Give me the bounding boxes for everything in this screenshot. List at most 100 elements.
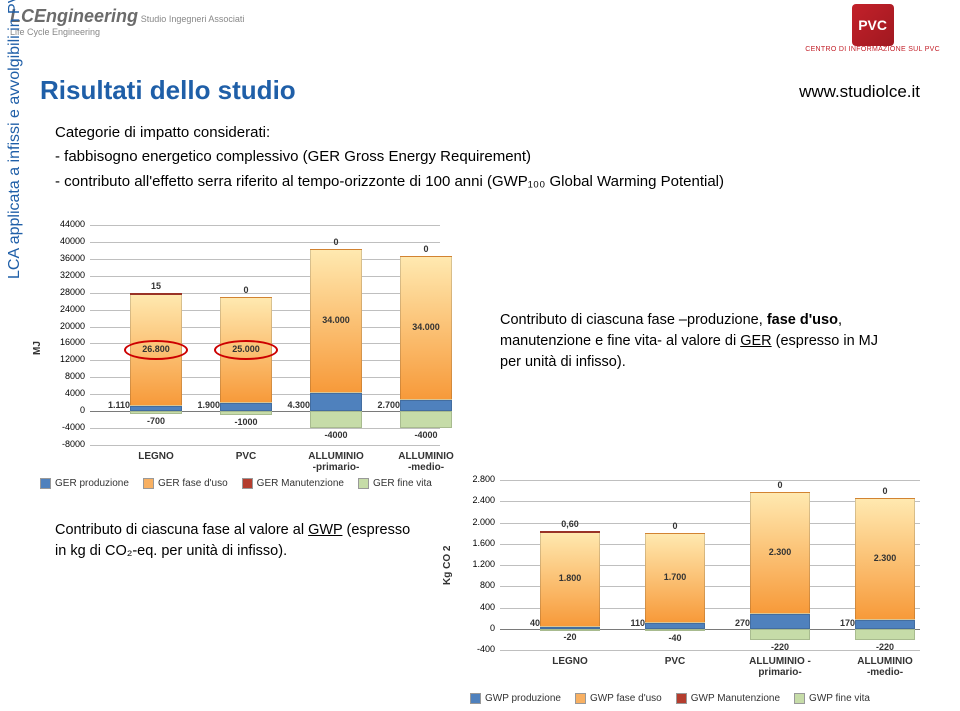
gridline — [90, 259, 440, 260]
bar-seg-fine — [645, 629, 705, 631]
y-tick: -400 — [455, 644, 495, 654]
side-label: LCA applicata a infissi e avvolgibili in… — [6, 0, 24, 290]
legend-item: GWP Manutenzione — [676, 693, 780, 704]
bar-seg-prod — [400, 400, 452, 411]
data-label: 40 — [496, 618, 540, 628]
bar-seg-fine — [540, 629, 600, 631]
legend-item: GER Manutenzione — [242, 478, 344, 489]
gridline — [90, 445, 440, 446]
gwp-chart: -40004008001.2001.6002.0002.4002.800Kg C… — [500, 480, 920, 650]
logo-right-text: CENTRO DI INFORMAZIONE SUL PVC — [805, 46, 940, 53]
data-label: -1000 — [220, 417, 272, 427]
y-tick: 32000 — [45, 270, 85, 280]
legend-item: GWP fine vita — [794, 693, 870, 704]
ger-legend: GER produzione GER fase d'uso GER Manutenz… — [40, 478, 446, 492]
data-label: 0 — [855, 486, 915, 496]
data-label: 0 — [400, 244, 452, 254]
bar-seg-man — [540, 531, 600, 533]
data-label: 0 — [220, 285, 272, 295]
intro-l1: Categorie di impatto considerati: — [55, 121, 875, 144]
legend-swatch — [358, 478, 369, 489]
bar-seg-fine — [310, 411, 362, 428]
bar-seg-fine — [750, 629, 810, 641]
logo-right: PVC CENTRO DI INFORMAZIONE SUL PVC — [805, 4, 940, 53]
bar-seg-fine — [130, 411, 182, 414]
intro-l3: - contributo all'effetto serra riferito … — [55, 170, 875, 193]
legend-swatch — [143, 478, 154, 489]
data-label: 0 — [310, 237, 362, 247]
y-tick: 0 — [45, 405, 85, 415]
bar-seg-man — [130, 293, 182, 295]
legend-swatch — [40, 478, 51, 489]
x-category: PVC — [205, 451, 287, 462]
header: LCEngineering Studio Ingegneri Associati… — [0, 0, 960, 60]
logo-left-sub1: Studio Ingegneri Associati — [141, 14, 245, 24]
y-axis-label: Kg CO 2 — [442, 546, 453, 585]
data-label: 0 — [645, 521, 705, 531]
gridline — [90, 276, 440, 277]
logo-left-big: LCEngineering — [10, 6, 138, 26]
x-category: ALLUMINIO -medio- — [840, 656, 930, 678]
data-label: 270 — [706, 618, 750, 628]
data-label: 1.800 — [540, 573, 600, 583]
gridline — [90, 225, 440, 226]
x-category: ALLUMINIO - primario- — [735, 656, 825, 678]
note-left: Contributo di ciascuna fase al valore al… — [55, 520, 415, 562]
bar-seg-prod — [750, 614, 810, 628]
logo-right-square: PVC — [852, 4, 894, 46]
data-label: 170 — [811, 618, 855, 628]
logo-left: LCEngineering Studio Ingegneri Associati… — [10, 6, 244, 38]
legend-swatch — [575, 693, 586, 704]
data-label: -700 — [130, 416, 182, 426]
legend-label: GWP fase d'uso — [590, 693, 662, 704]
legend-label: GER fase d'uso — [158, 478, 228, 489]
y-tick: 2.400 — [455, 495, 495, 505]
data-label: 1.110 — [86, 400, 130, 410]
bar-seg-prod — [855, 620, 915, 629]
y-tick: 20000 — [45, 321, 85, 331]
y-tick: 2.000 — [455, 517, 495, 527]
data-label: -4000 — [400, 430, 452, 440]
data-label: -220 — [855, 642, 915, 652]
legend-label: GER produzione — [55, 478, 129, 489]
y-tick: 800 — [455, 580, 495, 590]
legend-label: GWP fine vita — [809, 693, 870, 704]
gridline — [90, 428, 440, 429]
bar-seg-prod — [310, 393, 362, 411]
legend-swatch — [794, 693, 805, 704]
page-url: www.studiolce.it — [799, 82, 920, 102]
data-label: 0 — [750, 480, 810, 490]
data-label: 1.700 — [645, 572, 705, 582]
legend-item: GWP produzione — [470, 693, 561, 704]
y-tick: -8000 — [45, 439, 85, 449]
legend-item: GWP fase d'uso — [575, 693, 662, 704]
legend-label: GWP produzione — [485, 693, 561, 704]
bar-seg-fine — [400, 411, 452, 428]
y-tick: 1.600 — [455, 538, 495, 548]
legend-label: GER fine vita — [373, 478, 432, 489]
data-label: 15 — [130, 281, 182, 291]
data-label: 110 — [601, 618, 645, 628]
data-label: 34.000 — [400, 322, 452, 332]
data-label: -40 — [645, 633, 705, 643]
data-label: 2.700 — [356, 400, 400, 410]
intro-text: Categorie di impatto considerati: - fabb… — [55, 120, 875, 194]
y-tick: 44000 — [45, 219, 85, 229]
data-label: -220 — [750, 642, 810, 652]
y-tick: 28000 — [45, 287, 85, 297]
intro-l2: - fabbisogno energetico complessivo (GER… — [55, 145, 875, 168]
bar-seg-fine — [220, 411, 272, 415]
bar-seg-fine — [855, 629, 915, 641]
gridline — [90, 242, 440, 243]
x-category: ALLUMINIO -primario- — [295, 451, 377, 473]
gridline — [500, 480, 920, 481]
data-label: 2.300 — [750, 547, 810, 557]
data-label: -4000 — [310, 430, 362, 440]
legend-swatch — [676, 693, 687, 704]
y-tick: 400 — [455, 602, 495, 612]
page-title: Risultati dello studio — [40, 75, 296, 106]
y-tick: 36000 — [45, 253, 85, 263]
x-category: ALLUMINIO -medio- — [385, 451, 467, 473]
y-tick: 12000 — [45, 354, 85, 364]
y-tick: 2.800 — [455, 474, 495, 484]
